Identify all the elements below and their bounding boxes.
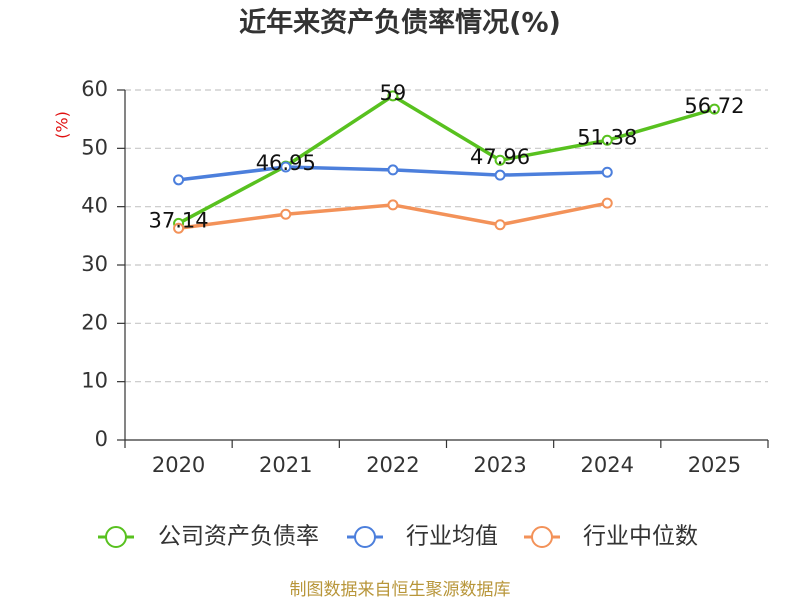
x-tick-label: 2023	[473, 453, 526, 477]
legend-label: 公司资产负债率	[158, 524, 319, 550]
y-tick-label: 30	[81, 252, 108, 276]
series-2-point	[173, 222, 185, 234]
y-tick-label: 0	[95, 427, 108, 451]
legend-label: 行业中位数	[583, 524, 698, 550]
legend-item-industry-mean: 行业均值	[347, 524, 498, 550]
legend-marker-circle-icon	[354, 526, 376, 548]
series-0-point	[601, 134, 613, 146]
series-0-point	[387, 90, 399, 102]
series-0-data-label: 59	[380, 81, 407, 105]
series-0-data-label: 56.72	[684, 94, 744, 118]
legend-label: 行业均值	[406, 524, 498, 550]
x-tick-label: 2021	[259, 453, 312, 477]
x-axis-ticks: 2020 2021 2022 2023 2024 2025	[124, 440, 769, 477]
grid-lines	[125, 89, 768, 383]
series-0-data-label: 47.96	[470, 145, 530, 169]
y-tick-label: 50	[81, 135, 108, 159]
x-tick-label: 2025	[688, 453, 741, 477]
series-2-point	[387, 199, 399, 211]
y-tick-label: 60	[81, 77, 108, 101]
legend-marker-circle-icon	[105, 526, 127, 548]
series-0-data-label: 37.14	[149, 208, 209, 232]
legend-item-company-debt-ratio: 公司资产负债率	[98, 524, 319, 550]
series-1-point	[173, 174, 185, 186]
series-2-point	[280, 208, 292, 220]
series-2-point	[494, 219, 506, 231]
y-tick-label: 20	[81, 310, 108, 334]
legend: 公司资产负债率 行业均值 行业中位数	[98, 524, 698, 550]
legend-marker-circle-icon	[531, 526, 553, 548]
x-tick-label: 2024	[581, 453, 634, 477]
legend-item-industry-median: 行业中位数	[524, 524, 698, 550]
series-0-data-label: 46.95	[256, 151, 316, 175]
series-0-data-label: 51.38	[577, 125, 637, 149]
series-2-point	[601, 197, 613, 209]
series-1-point	[387, 164, 399, 176]
chart-title: 近年来资产负债率情况(%)	[239, 7, 561, 39]
x-tick-label: 2020	[152, 453, 205, 477]
y-tick-label: 40	[81, 194, 108, 218]
series-0-point	[708, 103, 720, 115]
y-axis-unit-label: (%)	[53, 111, 72, 139]
data-labels: 37.14 46.95 59 47.96 51.38 56.72	[149, 81, 745, 233]
data-source-note: 制图数据来自恒生聚源数据库	[290, 580, 511, 600]
series-layer	[173, 90, 720, 234]
series-1-point	[601, 166, 613, 178]
series-0-point	[494, 154, 506, 166]
y-axis-ticks: 0 10 20 30 40 50 60	[81, 77, 125, 451]
series-1-point	[494, 169, 506, 181]
y-tick-label: 10	[81, 369, 108, 393]
series-0-line	[177, 94, 715, 225]
x-tick-label: 2022	[366, 453, 419, 477]
series-1-point	[280, 161, 292, 173]
